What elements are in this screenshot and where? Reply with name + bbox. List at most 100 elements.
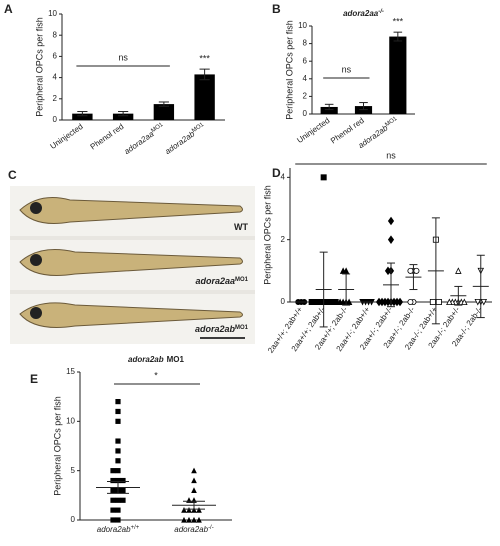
point (186, 516, 192, 523)
point (115, 497, 121, 503)
point (186, 507, 192, 513)
panel-label: E (30, 372, 38, 386)
x-tick-label-sup: -/- (208, 525, 214, 531)
point (120, 477, 126, 484)
fish-images (10, 186, 255, 344)
bar (194, 74, 215, 120)
point (480, 298, 488, 306)
y-tick-label: 10 (298, 21, 307, 30)
point (308, 298, 315, 305)
x-tick-label: adora2ab+/+ (97, 525, 140, 535)
point (191, 516, 197, 523)
y-tick-label: 5 (71, 466, 76, 475)
x-tick-label-base: adora2aa (123, 129, 156, 156)
y-tick-label: 10 (66, 416, 75, 425)
point (339, 267, 347, 274)
fish-2 (10, 240, 255, 290)
point (191, 477, 197, 484)
bar (389, 36, 407, 115)
point (115, 507, 121, 513)
fish-1 (10, 186, 255, 236)
annotation: *** (393, 17, 404, 27)
image-label-sup: MO1 (235, 277, 249, 283)
image-label: WT (234, 222, 248, 232)
point (196, 507, 202, 513)
point (110, 487, 116, 494)
y-tick-label: 8 (53, 30, 58, 39)
chart-title-base: adora2ab (128, 355, 164, 364)
image-label: adora2abMO1 (195, 324, 249, 334)
annotation: ns (118, 52, 128, 62)
chart-title: adora2aa-/- (343, 9, 384, 19)
point (384, 266, 392, 276)
point (407, 298, 414, 305)
point (320, 174, 327, 181)
point (191, 467, 197, 474)
point (115, 438, 121, 444)
x-tick-label-sup: MO1 (150, 121, 165, 134)
panel-label: C (8, 168, 17, 182)
y-tick-label: 6 (53, 52, 58, 61)
point (429, 298, 436, 305)
point (336, 298, 344, 306)
y-tick-label: 4 (303, 74, 308, 83)
point (110, 468, 116, 474)
panel-label: B (272, 2, 281, 16)
point (110, 477, 116, 484)
y-tick-label: 2 (53, 94, 58, 103)
point (186, 497, 192, 503)
y-tick-label: 4 (53, 73, 58, 82)
point (474, 298, 482, 306)
x-tick-label: adora2aaMO1 (122, 121, 166, 156)
point (110, 517, 116, 523)
point (387, 235, 395, 244)
bar (153, 104, 175, 120)
point (435, 298, 442, 305)
y-tick-label: 10 (48, 9, 57, 18)
fish-3 (10, 294, 255, 344)
chart-title-sup: -/- (378, 9, 384, 15)
point (345, 298, 353, 306)
point (115, 448, 121, 454)
y-tick-label: 0 (53, 115, 58, 124)
bar (72, 113, 93, 120)
point (181, 507, 187, 513)
point (407, 267, 414, 274)
point (413, 267, 420, 274)
x-tick-label-sup: +/+ (131, 525, 140, 531)
point (191, 487, 197, 494)
point (110, 507, 116, 513)
chart-title-suffix: MO1 (167, 355, 185, 364)
y-tick-label: 2 (303, 92, 308, 101)
point (461, 298, 468, 306)
point (115, 468, 121, 474)
y-tick-label: 0 (71, 515, 76, 524)
image-label-base: WT (234, 222, 248, 232)
x-tick-label: Uninjected (49, 122, 85, 151)
y-tick-label: 15 (66, 367, 75, 376)
y-axis-label: Peripheral OPCs per fish (52, 396, 62, 496)
bar (320, 106, 338, 114)
point (387, 216, 395, 226)
y-axis-label: Peripheral OPCs per fish (34, 17, 44, 117)
point (191, 507, 197, 513)
annotation: * (154, 370, 158, 380)
point (181, 516, 187, 523)
annotation: *** (199, 53, 210, 63)
y-tick-label: 0 (303, 109, 308, 118)
annotation: ns (386, 150, 396, 160)
x-tick-label: adora2abMO1 (163, 121, 207, 156)
point (115, 398, 121, 405)
panel-label: A (4, 2, 13, 16)
point (396, 297, 404, 307)
panel-label: D (272, 166, 281, 180)
y-tick-label: 2 (281, 235, 286, 244)
x-tick-label-base: adora2ab (357, 123, 390, 150)
x-tick-label-sup: MO1 (191, 121, 206, 134)
point (332, 298, 339, 305)
point (110, 497, 116, 503)
point (455, 267, 462, 274)
image-label-base: adora2ab (195, 324, 236, 334)
point (120, 497, 126, 503)
image-label: adora2aaMO1 (195, 276, 248, 286)
